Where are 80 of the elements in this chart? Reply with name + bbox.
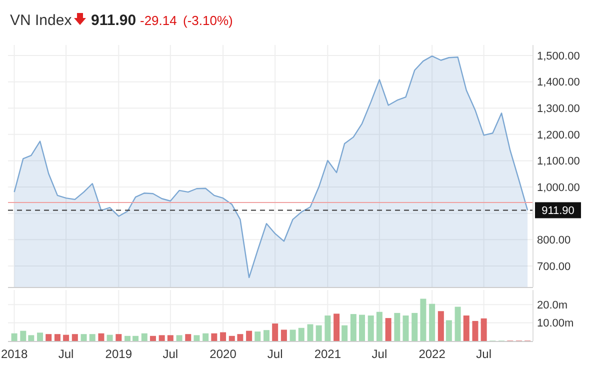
text: -29.14: [140, 13, 177, 28]
bar: [28, 335, 34, 341]
y-tick-label: 1,400.00: [537, 76, 580, 89]
ref-line-label: 911.90: [542, 205, 574, 218]
bar: [412, 312, 418, 341]
bar: [316, 325, 322, 341]
y-tick-label: 10.00m: [537, 318, 574, 330]
bar: [54, 334, 60, 341]
y-tick-label: 700.00: [537, 260, 571, 273]
bar: [359, 314, 366, 341]
bar: [237, 334, 244, 341]
bar: [246, 330, 252, 341]
bar: [394, 312, 400, 341]
bar: [438, 311, 444, 341]
y-tick-label: 1,500.00: [537, 50, 580, 62]
bar: [446, 320, 452, 341]
bar: [220, 332, 226, 341]
bar: [158, 335, 165, 341]
bar: [454, 306, 461, 341]
bar: [324, 316, 331, 341]
bar: [368, 316, 374, 341]
bar: [342, 325, 348, 341]
text: 911.90: [91, 12, 136, 29]
y-tick-label: 1,200.00: [537, 129, 580, 142]
bar: [150, 336, 156, 341]
bar: [211, 333, 218, 341]
x-tick-label: 2019: [105, 347, 132, 361]
bar: [167, 335, 174, 341]
bar: [463, 316, 470, 341]
bar: [37, 332, 44, 341]
bar: [63, 334, 70, 341]
bar: [80, 334, 87, 341]
x-tick-label: Jul: [476, 347, 492, 361]
bar: [429, 304, 436, 341]
y-tick-label: 800.00: [537, 234, 571, 246]
bar: [46, 334, 52, 341]
bar: [334, 314, 340, 341]
bar: [402, 316, 409, 341]
bar: [194, 335, 200, 341]
bar: [72, 334, 78, 341]
bar: [280, 330, 287, 341]
bar: [106, 334, 113, 341]
x-tick-label: Jul: [58, 347, 74, 361]
text: (-3.10%): [183, 13, 233, 28]
bar: [385, 318, 392, 341]
bar: [202, 333, 209, 341]
bar: [132, 336, 139, 341]
y-tick-label: 1,300.00: [537, 102, 580, 115]
y-tick-label: 1,100.00: [537, 156, 580, 168]
bar: [124, 336, 131, 341]
bar: [420, 298, 426, 341]
bar: [185, 334, 192, 341]
y-tick-label: 1,000.00: [537, 182, 580, 194]
bar: [89, 334, 96, 341]
bar: [254, 332, 261, 341]
bar: [272, 324, 278, 341]
x-tick-label: 2021: [314, 347, 342, 361]
x-tick-label: Jul: [162, 347, 178, 361]
bar: [350, 314, 356, 341]
y-tick-label: 20.0m: [537, 299, 568, 312]
bar: [98, 333, 104, 341]
x-tick-label: 2020: [210, 347, 237, 361]
bar: [376, 312, 382, 341]
chart-title: VN Index: [10, 12, 72, 29]
x-tick-label: Jul: [372, 347, 388, 361]
bar: [307, 324, 314, 341]
bar: [11, 333, 18, 341]
bar: [176, 335, 182, 341]
bar: [263, 330, 270, 341]
bar: [480, 318, 487, 341]
bar: [116, 334, 122, 341]
x-tick-label: Jul: [267, 347, 283, 361]
bar: [298, 328, 304, 341]
bar: [228, 336, 235, 341]
bar: [290, 330, 296, 341]
bar: [20, 330, 26, 341]
bar: [472, 320, 478, 341]
bar: [141, 333, 148, 341]
x-tick-label: 2018: [0, 347, 28, 361]
x-tick-label: 2022: [418, 347, 446, 361]
